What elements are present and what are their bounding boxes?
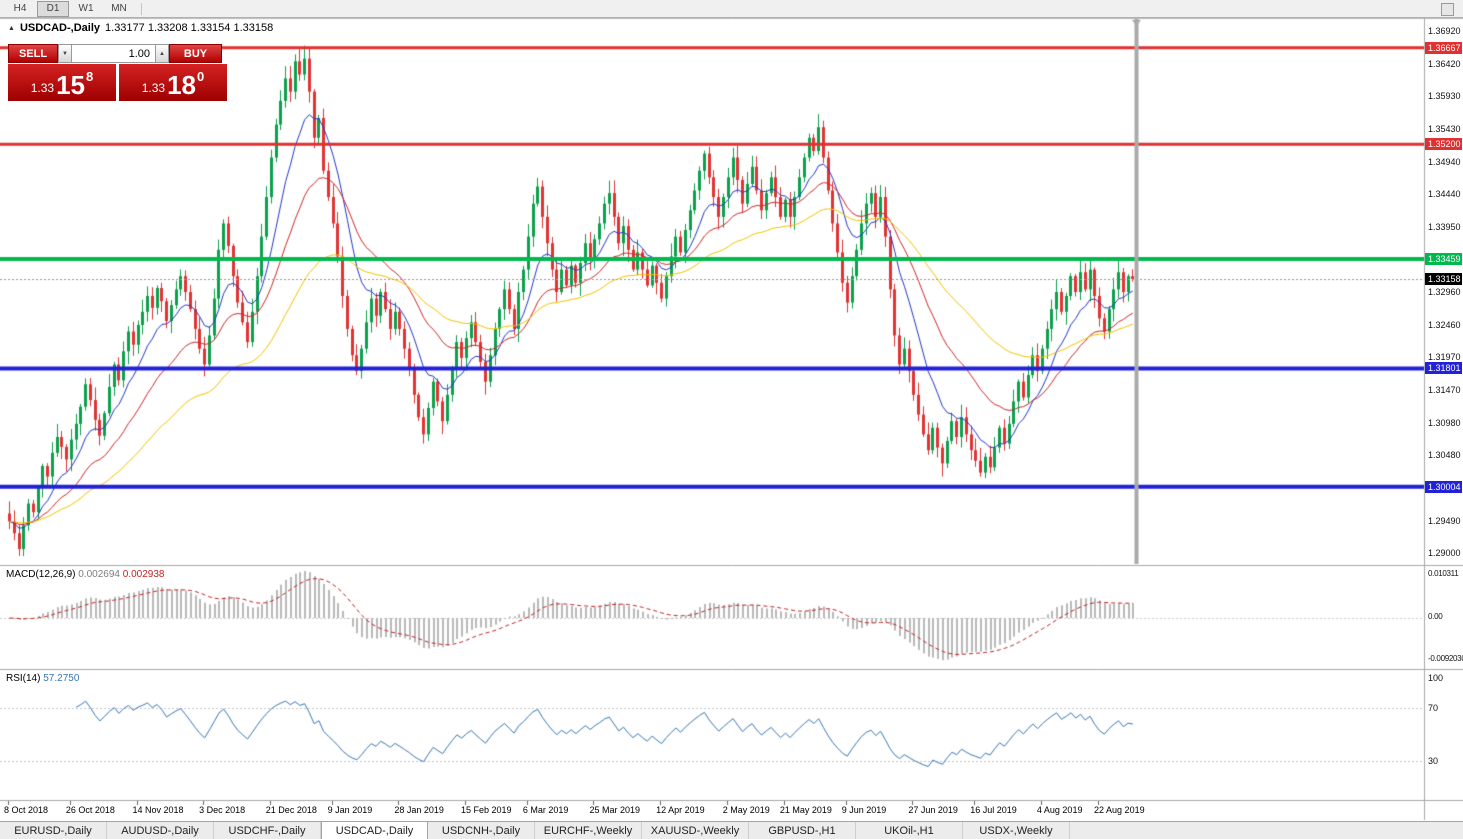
macd-axis-label: 0.00 (1428, 612, 1443, 621)
date-axis-label: 14 Nov 2018 (132, 805, 184, 815)
rsi-axis-label: 70 (1428, 703, 1439, 714)
price-axis-label: 1.31970 (1428, 352, 1461, 363)
date-axis-label: 27 Jun 2019 (908, 805, 958, 815)
step-up-icon: ▲ (159, 50, 165, 57)
volume-input[interactable] (72, 44, 155, 63)
price-axis-label: 1.29000 (1428, 548, 1461, 558)
timeframe-button-group: H4 D1 W1 MN (4, 0, 136, 17)
toolbar-separator (141, 2, 142, 15)
chart-symbol-label: USDCAD-,Daily (19, 22, 101, 34)
tab-eurchf-weekly[interactable]: EURCHF-,Weekly (535, 822, 642, 839)
sell-price-box[interactable]: 1.33 15 8 (8, 64, 116, 101)
price-axis-label: 1.36420 (1428, 58, 1461, 69)
chart-header: ▲ USDCAD-,Daily 1.33177 1.33208 1.33154 … (8, 22, 273, 34)
price-axis-label: 1.33950 (1428, 221, 1461, 232)
collapse-panel-icon[interactable]: ▲ (8, 24, 15, 32)
sell-price-pips: 15 (56, 70, 86, 100)
tab-xauusd-weekly[interactable]: XAUUSD-,Weekly (642, 822, 749, 839)
timeframe-button-mn[interactable]: MN (111, 3, 127, 14)
buy-price-box[interactable]: 1.33 18 0 (119, 64, 227, 101)
macd-axis-label: 0.010311 (1428, 569, 1459, 578)
price-level-tag: 1.35200 (1425, 138, 1462, 151)
date-axis-label: 15 Feb 2019 (460, 805, 512, 815)
price-level-tag: 1.36667 (1425, 41, 1462, 54)
top-toolbar: H4 D1 W1 MN (0, 0, 1463, 18)
price-level-tag: 1.33459 (1425, 253, 1462, 266)
chart-ohlc-values: 1.33177 1.33208 1.33154 1.33158 (105, 22, 274, 34)
date-axis-label: 4 Aug 2019 (1036, 805, 1083, 815)
rsi-indicator-title: RSI(14) 57.2750 (6, 673, 79, 684)
sell-button[interactable]: SELL (8, 44, 58, 63)
macd-axis-label: -0.0092030 (1428, 654, 1463, 663)
price-axis-label: 1.35430 (1428, 124, 1461, 135)
tab-usdcad-daily[interactable]: USDCAD-,Daily (321, 822, 428, 839)
price-axis-label: 1.31470 (1428, 385, 1461, 396)
price-axis-label: 1.36920 (1428, 26, 1461, 36)
tab-ukoil-h1[interactable]: UKOil-,H1 (856, 822, 963, 839)
date-axis-label: 2 May 2019 (722, 805, 770, 815)
price-axis-label: 1.30480 (1428, 450, 1461, 461)
sell-price-point: 8 (86, 69, 94, 84)
timeframe-button-d1[interactable]: D1 (37, 0, 69, 17)
tab-usdchf-daily[interactable]: USDCHF-,Daily (214, 822, 321, 839)
price-axis-label: 1.34940 (1428, 156, 1461, 167)
date-axis-label: 3 Dec 2018 (199, 805, 246, 815)
buy-price-pips: 18 (167, 70, 197, 100)
date-axis-label: 16 Jul 2019 (970, 805, 1017, 815)
volume-step-down-button[interactable]: ▼ (58, 44, 72, 63)
date-axis[interactable]: 8 Oct 2018 26 Oct 2018 14 Nov 2018 3 Dec 20… (0, 802, 1424, 820)
date-axis-label: 6 Mar 2019 (522, 805, 569, 815)
macd-label: MACD(12,26,9) (6, 569, 76, 580)
tab-audusd-daily[interactable]: AUDUSD-,Daily (107, 822, 214, 839)
step-down-icon: ▼ (62, 50, 68, 57)
panel-grip-icon[interactable] (1441, 3, 1454, 16)
price-level-tag: 1.30004 (1425, 480, 1462, 493)
macd-main-value: 0.002694 (78, 569, 120, 580)
price-axis-label: 1.29490 (1428, 515, 1461, 526)
price-axis-label: 1.35930 (1428, 91, 1461, 102)
price-level-tag: 1.31801 (1425, 362, 1462, 375)
date-axis-label: 9 Jan 2019 (327, 805, 373, 815)
date-axis-label: 21 May 2019 (779, 805, 832, 815)
date-axis-label: 28 Jan 2019 (394, 805, 444, 815)
tab-gbpusd-h1[interactable]: GBPUSD-,H1 (749, 822, 856, 839)
rsi-value: 57.2750 (43, 673, 80, 684)
tab-eurusd-daily[interactable]: EURUSD-,Daily (0, 822, 107, 839)
date-axis-label: 9 Jun 2019 (841, 805, 887, 815)
one-click-trading-panel: SELL ▼ ▲ BUY 1.33 15 8 1.33 18 0 (8, 44, 228, 101)
price-axis-label: 1.32960 (1428, 287, 1461, 297)
tab-usdcnh-daily[interactable]: USDCNH-,Daily (428, 822, 535, 839)
price-axis[interactable]: 1.36920 1.36420 1.35930 1.35430 1.34940 1.344… (1424, 18, 1463, 820)
rsi-axis-label: 100 (1428, 673, 1444, 683)
date-axis-label: 8 Oct 2018 (4, 805, 49, 815)
macd-signal-value: 0.002938 (122, 569, 165, 580)
timeframe-button-w1[interactable]: W1 (78, 3, 94, 14)
price-axis-label: 1.34440 (1428, 189, 1461, 200)
sell-price-big-figure: 1.33 (30, 81, 55, 95)
macd-indicator-title: MACD(12,26,9) 0.002694 0.002938 (6, 569, 164, 580)
rsi-label: RSI(14) (6, 673, 41, 684)
buy-price-point: 0 (197, 69, 205, 84)
date-axis-label: 12 Apr 2019 (656, 805, 705, 815)
date-axis-label: 22 Aug 2019 (1094, 805, 1145, 815)
current-price-tag: 1.33158 (1425, 272, 1462, 285)
volume-step-up-button[interactable]: ▲ (155, 44, 169, 63)
chart-tab-bar: EURUSD-,Daily AUDUSD-,Daily USDCHF-,Daily U… (0, 821, 1463, 839)
date-axis-label: 21 Dec 2018 (265, 805, 317, 815)
date-axis-label: 26 Oct 2018 (65, 805, 115, 815)
date-axis-label: 25 Mar 2019 (589, 805, 641, 815)
price-axis-label: 1.32460 (1428, 319, 1461, 330)
price-axis-label: 1.30980 (1428, 417, 1461, 428)
timeframe-button-h4[interactable]: H4 (13, 3, 27, 14)
tab-usdx-weekly[interactable]: USDX-,Weekly (963, 822, 1070, 839)
rsi-axis-label: 30 (1428, 756, 1439, 767)
buy-price-big-figure: 1.33 (141, 81, 166, 95)
buy-button[interactable]: BUY (169, 44, 222, 63)
